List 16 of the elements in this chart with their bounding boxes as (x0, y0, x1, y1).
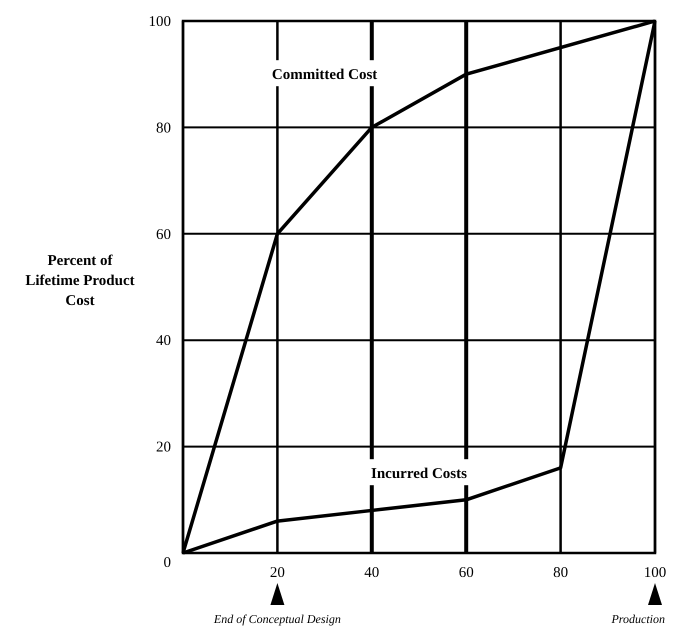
text: End of Conceptual Design (212, 612, 341, 626)
y-tick-label: 0 (164, 555, 171, 571)
y-tick-label: 100 (148, 14, 171, 30)
x-tick-label: 100 (644, 565, 666, 581)
x-tick-label: 60 (458, 565, 474, 581)
x-tick-label: 80 (553, 565, 568, 581)
text: Committed Cost (272, 67, 378, 84)
series-label: Incurred Costs (371, 466, 468, 482)
y-tick-label: 20 (156, 440, 171, 456)
y-tick-label: 60 (156, 226, 171, 243)
y-axis-title: Percent of Lifetime Product Cost (25, 253, 135, 309)
y-tick-label: 80 (156, 120, 171, 136)
x-tick-label: 20 (270, 565, 285, 581)
y-tick-label: 40 (156, 333, 171, 350)
x-tick-label: 40 (364, 565, 380, 581)
text: Production (610, 612, 665, 626)
